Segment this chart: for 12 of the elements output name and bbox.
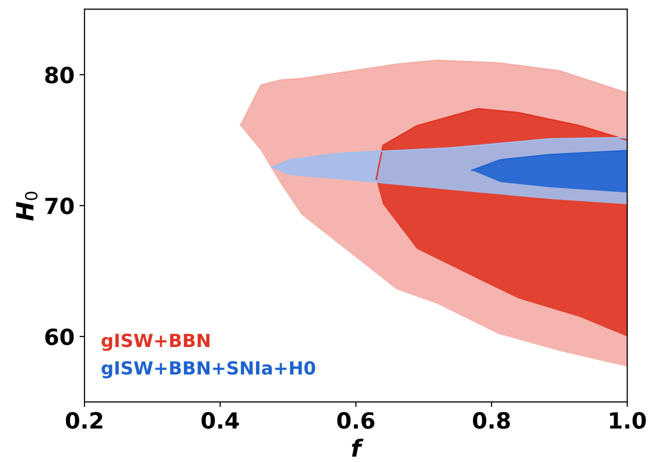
y-tick-label: 70 (45, 198, 74, 214)
x-tick-label: 0.4 (202, 412, 239, 429)
x-axis-title: f (352, 438, 364, 457)
x-tick-label: 0.2 (66, 412, 102, 429)
x-tick-label: 0.8 (472, 412, 510, 429)
y-tick-label: 60 (45, 328, 74, 346)
y-tick-label: 80 (45, 66, 74, 84)
text: gISW+BBN (102, 334, 210, 351)
text: gISW+BBN+SNIa+H0 (102, 361, 316, 378)
x-tick-label: 1.0 (610, 412, 646, 429)
y-axis-title: H$_{0}$ (16, 192, 38, 221)
x-tick-label: 0.6 (337, 412, 374, 429)
